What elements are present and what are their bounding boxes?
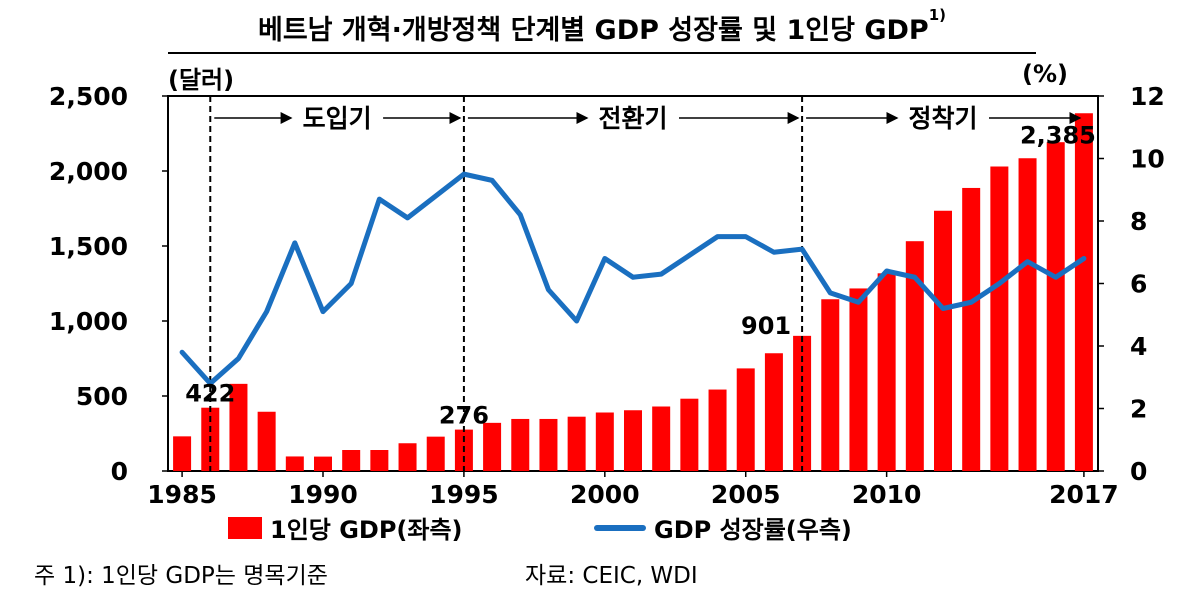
legend-line-label: GDP 성장률(우측) (654, 516, 852, 544)
bar-2006 (764, 353, 783, 471)
growth-rate-line (179, 171, 1087, 386)
x-tick-label: 1995 (429, 480, 499, 509)
left-tick-label: 0 (111, 457, 128, 486)
left-tick-label: 2,000 (49, 157, 128, 186)
data-label-2017: 2,385 (1020, 121, 1096, 149)
x-tick-label: 2005 (711, 480, 781, 509)
title-text: 베트남 개혁·개방정책 단계별 GDP 성장률 및 1인당 GDP (258, 15, 929, 46)
bar-1987 (229, 383, 248, 471)
right-tick-label: 8 (1130, 207, 1147, 236)
title-underline (168, 52, 1036, 54)
bar-1996 (483, 422, 502, 471)
source-note: 자료: CEIC, WDI (525, 563, 698, 589)
bar-2009 (849, 288, 868, 471)
right-tick-label: 12 (1130, 82, 1165, 111)
bar-1994 (426, 436, 445, 471)
legend-line-swatch (594, 524, 646, 531)
bar-2016 (1046, 142, 1065, 471)
bar-2017 (1074, 113, 1093, 471)
bar-1992 (370, 450, 389, 471)
bar-1990 (314, 456, 332, 471)
bar-2003 (680, 398, 699, 471)
left-tick-label: 1,000 (49, 307, 128, 336)
bar-2008 (821, 299, 840, 471)
left-tick-label: 500 (76, 382, 128, 411)
bar-2002 (652, 406, 671, 471)
left-tick-label: 2,500 (49, 82, 128, 111)
right-tick-label: 6 (1130, 270, 1147, 299)
left-tick-label: 1,500 (49, 232, 128, 261)
bar-2011 (905, 241, 924, 471)
bar-2012 (934, 210, 952, 471)
right-tick-label: 4 (1130, 332, 1147, 361)
right-axis-unit: (%) (1022, 60, 1068, 88)
bar-2010 (877, 273, 896, 471)
legend-bar-label: 1인당 GDP(좌측) (270, 516, 463, 544)
bar-2007 (793, 335, 812, 471)
bar-1985 (173, 436, 192, 471)
chart-title: 베트남 개혁·개방정책 단계별 GDP 성장률 및 1인당 GDP1) (168, 6, 1036, 54)
right-tick-label: 2 (1130, 395, 1147, 424)
bar-2013 (962, 187, 981, 471)
left-axis-unit: (달러) (168, 66, 235, 94)
bar-2005 (736, 368, 755, 471)
x-tick-label: 2010 (852, 480, 922, 509)
bar-1993 (398, 443, 417, 471)
x-tick-label: 2017 (1049, 480, 1119, 509)
bar-2015 (1018, 158, 1037, 471)
phase-label: 전환기 (598, 104, 667, 133)
bar-1988 (257, 411, 276, 471)
phase-label: 정착기 (908, 104, 977, 133)
title-footnote-mark: 1) (928, 6, 946, 24)
data-label-1986: 422 (185, 380, 235, 408)
right-tick-label: 10 (1130, 145, 1165, 174)
data-label-2007: 901 (741, 312, 791, 340)
legend-bar-swatch (228, 516, 262, 539)
bar-1997 (511, 418, 530, 471)
bar-2001 (624, 410, 642, 471)
x-tick-label: 1990 (288, 480, 358, 509)
x-tick-label: 1985 (147, 480, 217, 509)
bar-2014 (990, 166, 1009, 471)
bar-2000 (595, 412, 614, 471)
data-label-1995: 276 (439, 402, 489, 430)
x-tick-label: 2000 (570, 480, 640, 509)
legend-item-bar: 1인당 GDP(좌측) (228, 510, 463, 545)
bar-1999 (567, 416, 586, 471)
footnote: 주 1): 1인당 GDP는 명목기준 (34, 563, 328, 589)
bar-1991 (342, 450, 361, 471)
bar-2004 (708, 389, 727, 471)
bar-1998 (539, 418, 558, 471)
right-tick-label: 0 (1130, 457, 1147, 486)
legend-item-line: GDP 성장률(우측) (594, 510, 852, 545)
bar-1989 (285, 456, 304, 471)
phase-label: 도입기 (303, 104, 372, 133)
